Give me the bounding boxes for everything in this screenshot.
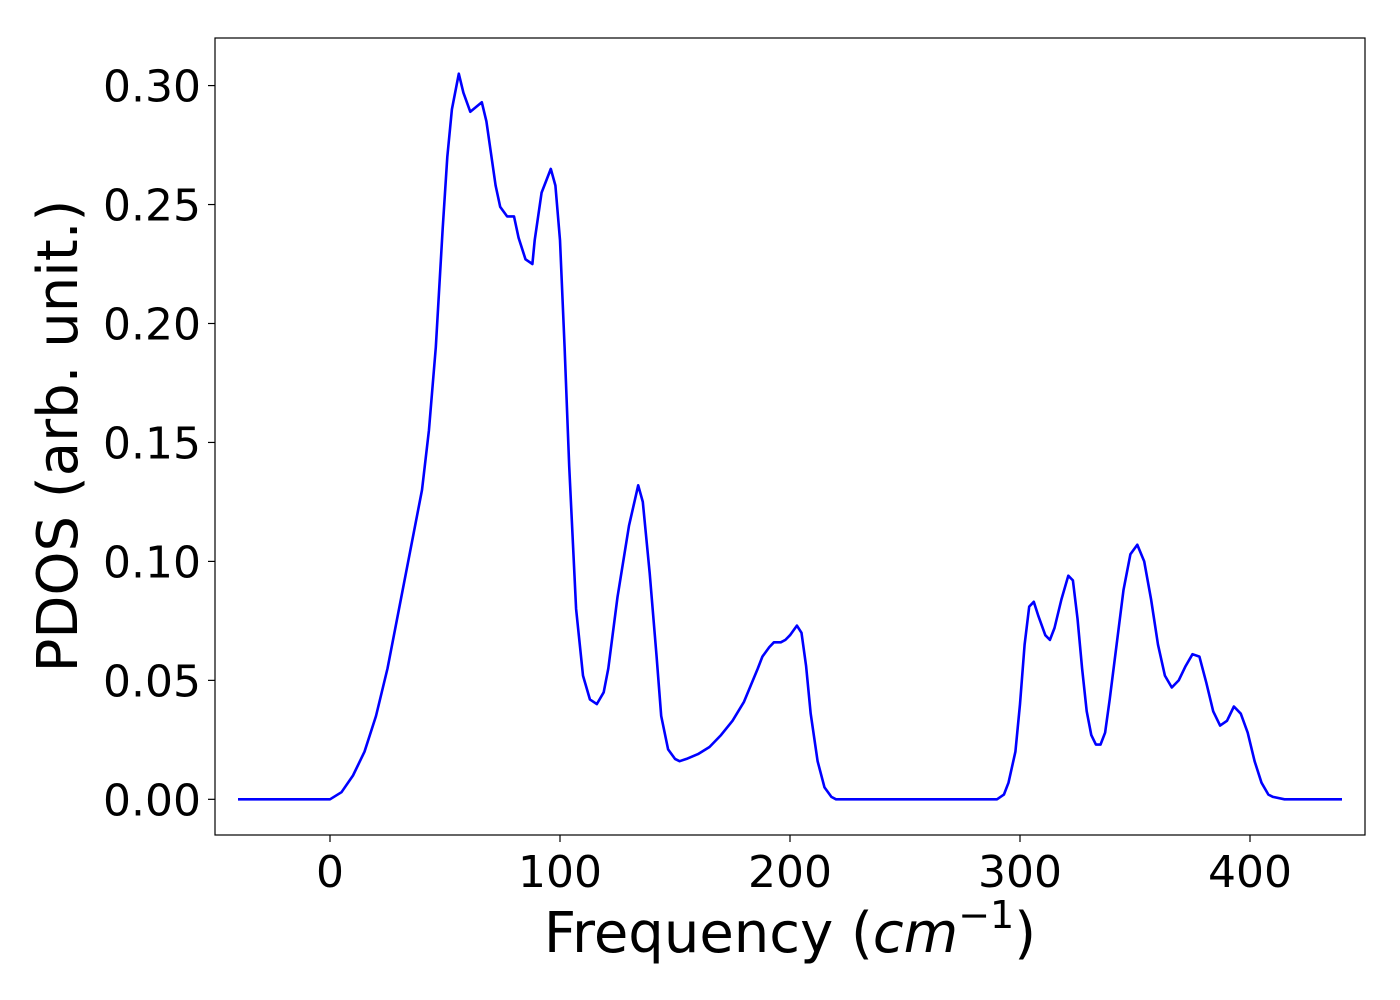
series-layer <box>238 72 1342 801</box>
pdos-series-line <box>238 72 1342 801</box>
x-tick-label: 0 <box>316 847 344 898</box>
y-tick-label: 0.15 <box>103 418 201 469</box>
x-axis-label: Frequency (cm−1) <box>544 893 1036 966</box>
y-axis-label: PDOS (arb. unit.) <box>26 200 91 673</box>
y-axis-ticks: 0.00 0.05 0.10 0.15 0.20 0.25 0.30 <box>103 62 215 826</box>
y-tick-label: 0.25 <box>103 181 201 232</box>
x-tick-label: 100 <box>518 847 602 898</box>
y-tick-label: 0.00 <box>103 775 201 826</box>
y-tick-label: 0.05 <box>103 656 201 707</box>
x-tick-label: 200 <box>748 847 832 898</box>
y-tick-label: 0.20 <box>103 299 201 350</box>
x-axis-ticks: 0 100 200 300 400 <box>316 835 1292 898</box>
y-tick-label: 0.10 <box>103 537 201 588</box>
plot-frame <box>214 37 1366 836</box>
x-tick-label: 300 <box>978 847 1062 898</box>
x-tick-label: 400 <box>1208 847 1292 898</box>
y-tick-label: 0.30 <box>103 62 201 113</box>
